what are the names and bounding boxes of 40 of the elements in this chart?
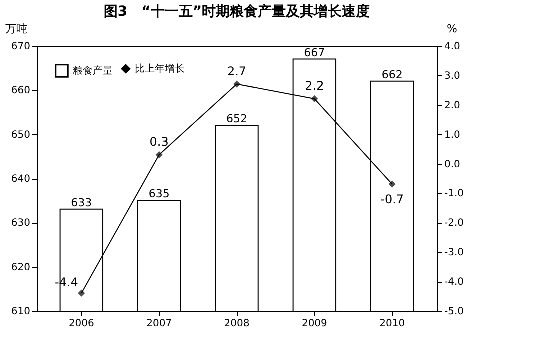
x-tick-label: 2008: [224, 318, 250, 330]
y-tick-label: 610: [11, 306, 30, 318]
legend-label: 粮食产量: [73, 65, 113, 77]
y-tick-label: 630: [11, 218, 30, 230]
y2-tick-label: -1.0: [444, 188, 464, 200]
data-label: 635: [148, 188, 170, 201]
y2-tick-label: -4.0: [444, 277, 464, 288]
y-tick-label: 670: [11, 42, 30, 52]
data-label: -0.7: [380, 192, 404, 206]
x-tick-label: 2009: [302, 318, 328, 330]
y-tick-label: 640: [11, 174, 30, 185]
y-tick-label: 660: [11, 86, 30, 97]
y-tick-label: 650: [11, 130, 30, 141]
x-tick-label: 2010: [380, 318, 406, 330]
y2-tick-label: -3.0: [444, 248, 464, 259]
y-tick-label: 620: [11, 262, 30, 274]
y2-tick-label: 3.0: [444, 70, 460, 82]
data-label: 0.3: [150, 134, 169, 149]
data-label: 2.2: [305, 79, 324, 93]
data-label: 652: [226, 112, 248, 126]
y2-tick-label: -2.0: [444, 218, 464, 230]
y-axis-title: 万吨: [6, 22, 28, 36]
point: [388, 180, 396, 188]
data-label: 2.7: [227, 64, 247, 78]
data-label: 662: [382, 68, 403, 82]
y2-tick-label: 0.0: [444, 159, 460, 170]
x-tick-label: 2007: [146, 318, 172, 330]
point: [233, 80, 241, 88]
data-label: 633: [71, 196, 92, 210]
point: [156, 151, 163, 158]
y2-tick-label: -5.0: [444, 306, 464, 318]
y2-tick-label: 4.0: [444, 42, 460, 52]
data-label: 667: [304, 46, 326, 60]
y2-tick-label: 2.0: [444, 100, 460, 112]
y2-axis-title: %: [447, 22, 458, 36]
legend-label: 比上年增长: [135, 63, 185, 75]
chart-title: 图3 “十一五”时期粮食产量及其增长速度: [104, 3, 370, 20]
y2-tick-label: 1.0: [444, 130, 460, 141]
x-tick-label: 2006: [68, 318, 94, 330]
point: [311, 95, 318, 103]
